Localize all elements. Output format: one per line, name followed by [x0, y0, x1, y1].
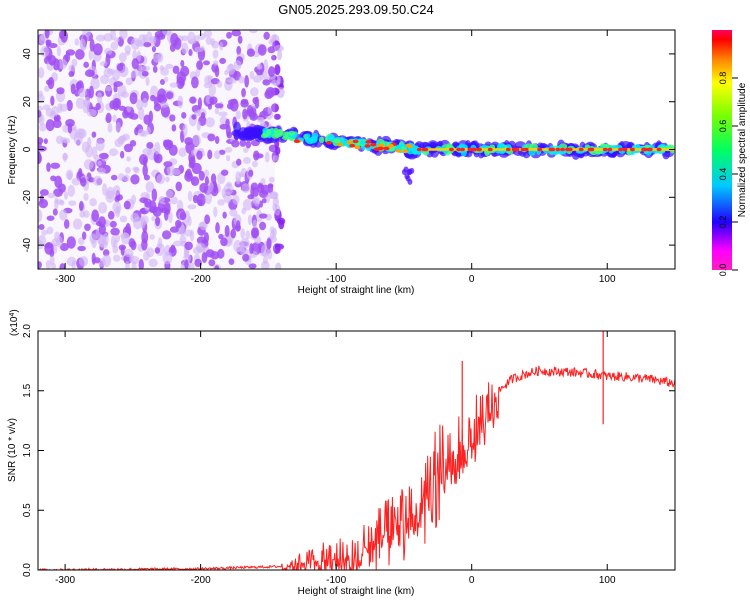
- y-tick-label: 0.5: [22, 503, 33, 517]
- x-tick-label: -200: [191, 575, 211, 586]
- snr-y-multiplier: (x104): [9, 309, 21, 336]
- figure-title: GN05.2025.293.09.50.C24: [278, 2, 433, 17]
- x-tick-label: 100: [599, 575, 616, 586]
- y-tick-label: 2.0: [22, 324, 33, 338]
- y-tick-label: 1.5: [22, 383, 33, 397]
- x-tick-label: 0: [469, 575, 475, 586]
- y-tick-label: 0: [22, 146, 33, 152]
- colorbar-ticks: 0.0 0.2 0.4 0.6 0.8: [718, 72, 738, 277]
- colorbar-tick-label: 0.2: [718, 216, 728, 229]
- x-tick-label: -100: [326, 274, 346, 285]
- snr-x-label: Height of straight line (km): [298, 586, 415, 597]
- spectrogram-heatmap: [38, 30, 675, 269]
- colorbar: 0.0 0.2 0.4 0.6 0.8 Normalized spectral ampl…: [712, 30, 748, 276]
- y-tick-label: 1.0: [22, 443, 33, 457]
- spectrogram-y-label: Frequency (Hz): [7, 116, 18, 185]
- snr-series-line: [38, 365, 675, 570]
- colorbar-label: Normalized spectral amplitude: [737, 82, 748, 217]
- y-tick-label: 40: [22, 48, 33, 60]
- snr-y-label: SNR (10 * v/v): [7, 418, 18, 482]
- spectrogram-x-label: Height of straight line (km): [298, 285, 415, 296]
- y-tick-label: 20: [22, 96, 33, 108]
- y-tick-label: 0.0: [22, 563, 33, 577]
- x-tick-label: -200: [191, 274, 211, 285]
- x-tick-label: 0: [469, 274, 475, 285]
- x-tick-label: -300: [55, 274, 75, 285]
- colorbar-tick-label: 0.0: [718, 264, 728, 277]
- colorbar-gradient: [712, 30, 732, 270]
- colorbar-tick-label: 0.8: [718, 72, 728, 85]
- snr-ticks: -300 -200 -100 0 100 0.0 0.5 1.0 1.5 2.0: [22, 324, 675, 586]
- x-tick-label: 100: [599, 274, 616, 285]
- y-tick-label: -20: [22, 190, 33, 205]
- x-tick-label: -100: [326, 575, 346, 586]
- colorbar-tick-label: 0.4: [718, 168, 728, 181]
- y-tick-label: -40: [22, 237, 33, 252]
- snr-panel: -300 -200 -100 0 100 0.0 0.5 1.0 1.5 2.0 Height o…: [7, 309, 676, 597]
- x-tick-label: -300: [55, 575, 75, 586]
- colorbar-tick-label: 0.6: [718, 120, 728, 133]
- snr-background: [38, 331, 675, 570]
